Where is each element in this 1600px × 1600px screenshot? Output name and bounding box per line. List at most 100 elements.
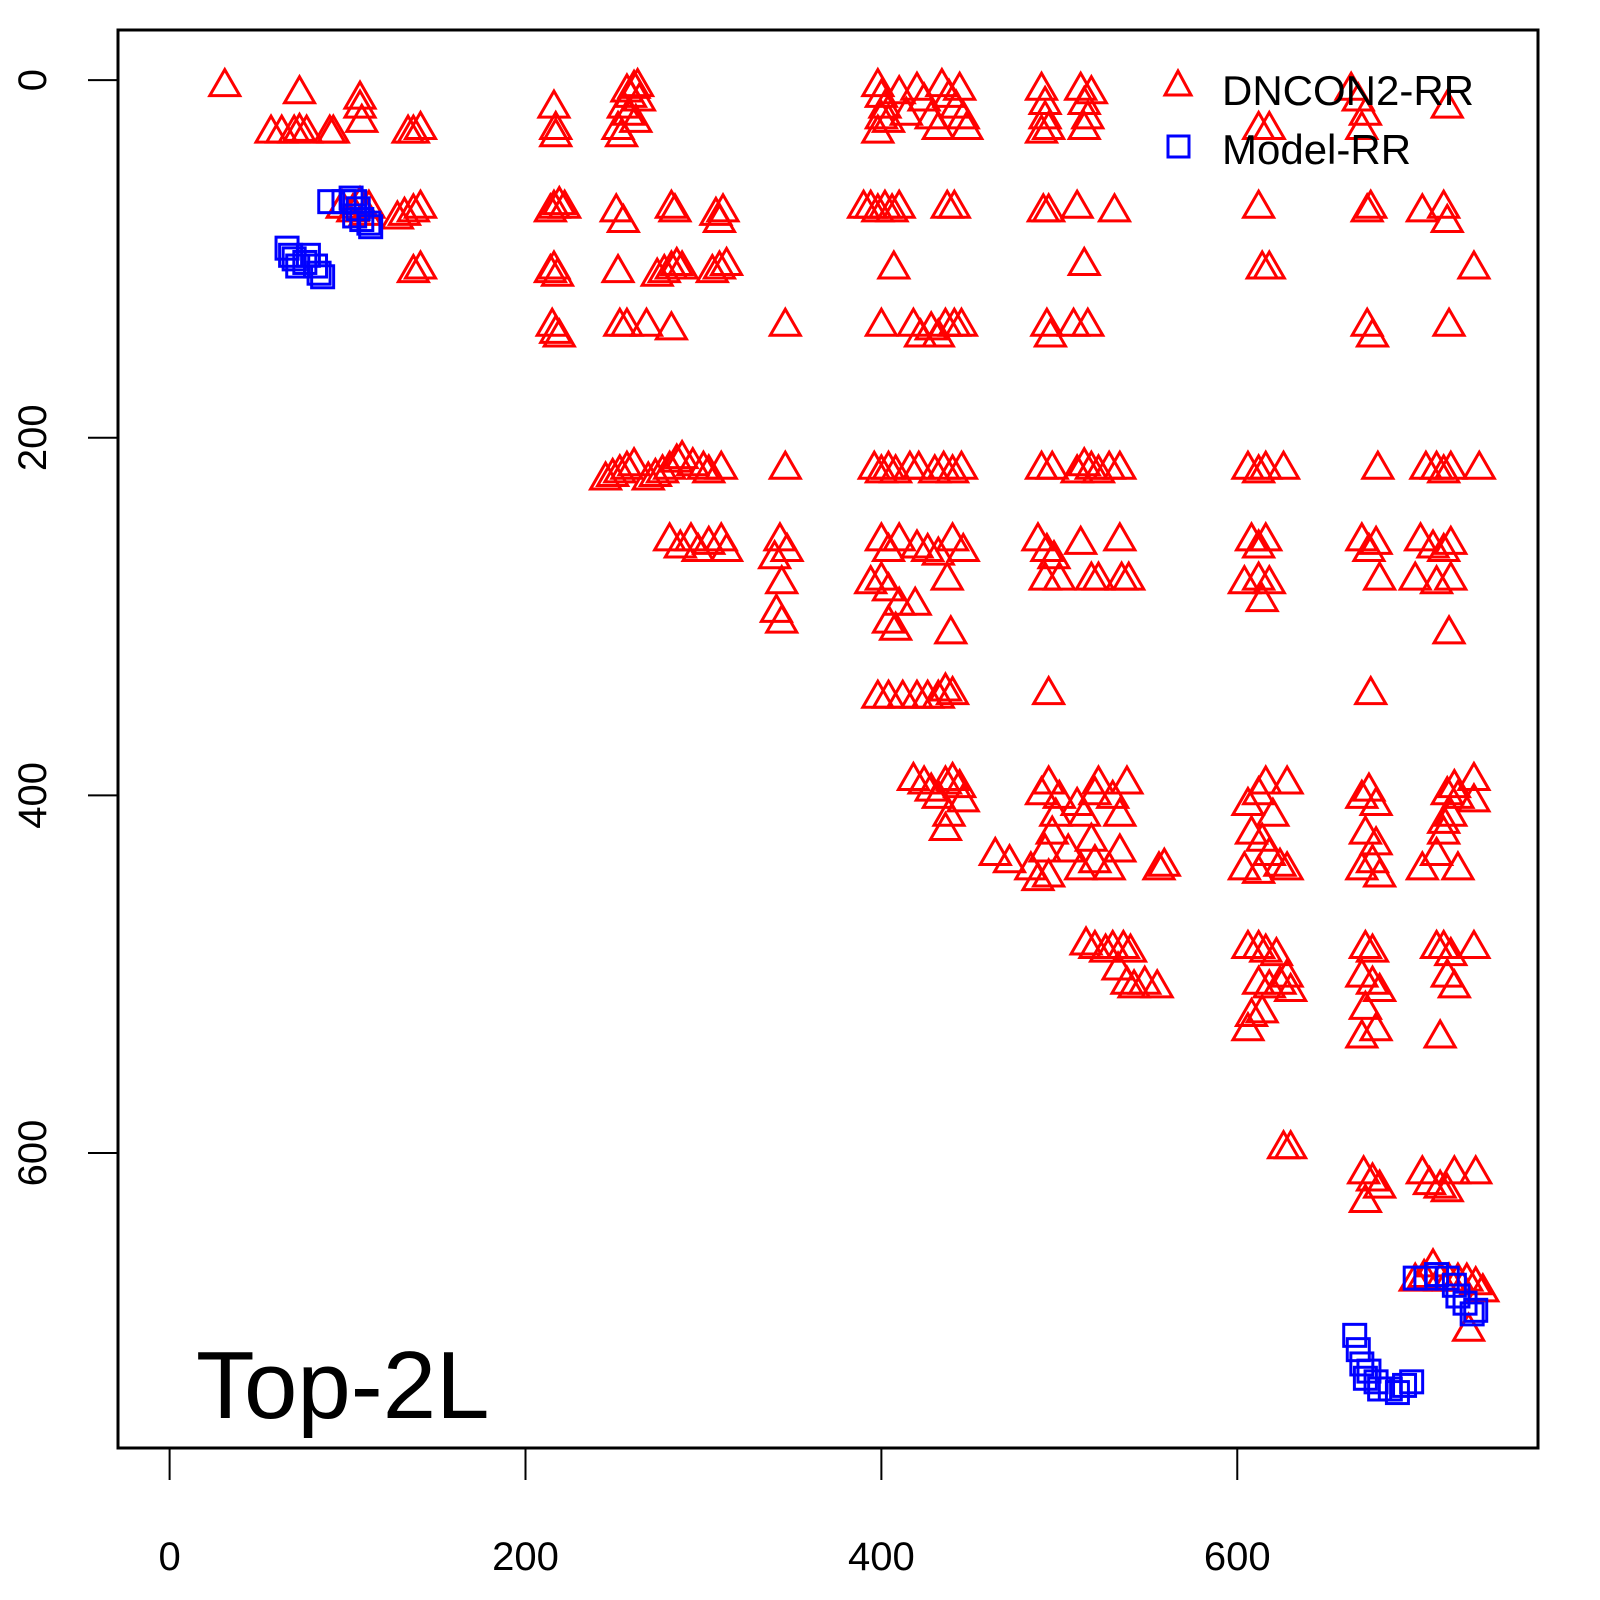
data-point bbox=[395, 113, 431, 144]
data-point bbox=[943, 449, 980, 480]
data-point bbox=[1456, 249, 1492, 280]
data-point bbox=[1262, 846, 1298, 877]
data-point bbox=[618, 102, 654, 133]
data-point bbox=[664, 249, 700, 280]
data-point bbox=[1429, 1171, 1465, 1203]
data-point bbox=[1426, 531, 1462, 563]
data-point bbox=[895, 760, 932, 791]
data-point bbox=[863, 306, 899, 337]
data-point bbox=[1431, 613, 1467, 645]
data-point bbox=[1241, 527, 1277, 559]
data-point bbox=[1251, 835, 1287, 867]
data-point bbox=[685, 449, 722, 480]
data-point bbox=[1358, 1010, 1394, 1042]
data-point bbox=[701, 249, 738, 280]
data-point bbox=[1351, 531, 1387, 563]
data-point bbox=[1461, 449, 1497, 480]
data-point bbox=[1111, 560, 1147, 591]
data-point bbox=[1025, 191, 1061, 223]
data-point bbox=[1411, 1164, 1448, 1196]
data-point bbox=[1436, 967, 1472, 999]
data-point bbox=[1344, 109, 1380, 141]
legend-marker-model-rr-icon bbox=[1166, 134, 1191, 159]
data-point bbox=[1418, 563, 1455, 595]
data-point bbox=[1077, 842, 1113, 874]
data-point bbox=[902, 316, 939, 348]
data-point bbox=[1269, 764, 1305, 795]
data-point bbox=[628, 306, 665, 337]
data-point bbox=[878, 452, 914, 484]
data-point bbox=[913, 309, 949, 341]
data-point bbox=[906, 764, 942, 795]
data-point bbox=[1241, 928, 1277, 960]
data-point bbox=[1070, 306, 1106, 337]
data-point bbox=[675, 445, 711, 477]
data-point bbox=[901, 449, 937, 480]
data-point bbox=[1273, 1128, 1309, 1160]
data-point bbox=[1353, 188, 1389, 219]
data-point bbox=[1241, 964, 1277, 995]
data-point bbox=[1458, 1153, 1494, 1185]
data-point bbox=[609, 306, 645, 337]
data-point bbox=[1080, 560, 1117, 591]
data-point bbox=[1059, 188, 1095, 219]
data-point bbox=[1146, 846, 1182, 877]
legend-label-dncon2-rr: DNCON2-RR bbox=[1222, 67, 1474, 114]
data-point bbox=[1248, 520, 1284, 552]
data-point bbox=[1023, 70, 1060, 101]
data-point bbox=[899, 527, 935, 559]
data-point bbox=[1422, 1017, 1458, 1049]
data-point bbox=[342, 79, 378, 110]
data-point bbox=[1230, 449, 1266, 480]
data-point bbox=[874, 191, 910, 223]
data-point bbox=[1027, 98, 1063, 130]
data-point bbox=[870, 449, 907, 480]
data-point bbox=[1342, 1322, 1368, 1348]
data-point bbox=[1073, 449, 1109, 480]
data-point bbox=[1354, 316, 1391, 348]
data-point bbox=[943, 306, 980, 337]
x-axis: 0 200 400 600 bbox=[158, 1447, 1271, 1579]
data-point bbox=[1362, 1168, 1398, 1199]
data-point bbox=[1020, 860, 1056, 892]
data-point bbox=[1360, 449, 1396, 480]
data-point bbox=[708, 531, 745, 563]
data-point bbox=[691, 452, 727, 484]
data-point bbox=[920, 678, 956, 709]
data-point bbox=[342, 88, 378, 119]
data-point bbox=[1096, 191, 1133, 223]
legend: DNCON2-RR Model-RR bbox=[1162, 67, 1474, 173]
data-point bbox=[1347, 989, 1383, 1020]
data-point bbox=[1100, 949, 1136, 981]
data-point bbox=[1431, 306, 1467, 337]
data-point bbox=[870, 570, 907, 602]
data-point bbox=[876, 249, 912, 280]
data-point bbox=[659, 245, 695, 276]
data-point bbox=[1230, 785, 1266, 816]
data-point bbox=[281, 111, 318, 142]
data-point bbox=[870, 531, 907, 563]
data-point bbox=[1244, 581, 1280, 613]
data-point bbox=[1248, 764, 1284, 795]
data-point bbox=[1068, 924, 1104, 956]
data-point bbox=[1392, 1372, 1418, 1398]
data-point bbox=[315, 113, 351, 144]
data-point bbox=[1023, 113, 1060, 144]
data-point bbox=[1029, 306, 1065, 337]
data-point bbox=[1031, 674, 1067, 706]
data-point bbox=[701, 202, 738, 234]
data-point bbox=[609, 449, 645, 480]
data-point bbox=[1105, 928, 1141, 960]
series-model-rr bbox=[274, 185, 1489, 1406]
data-point bbox=[1353, 674, 1389, 706]
data-point bbox=[605, 202, 641, 234]
y-tick-label: 200 bbox=[11, 404, 55, 471]
data-point bbox=[1241, 188, 1277, 219]
data-point bbox=[1426, 803, 1462, 834]
data-point bbox=[1440, 849, 1476, 881]
data-point bbox=[1347, 928, 1383, 960]
data-point bbox=[926, 449, 962, 480]
data-point bbox=[1063, 70, 1099, 101]
data-point bbox=[1023, 449, 1060, 480]
